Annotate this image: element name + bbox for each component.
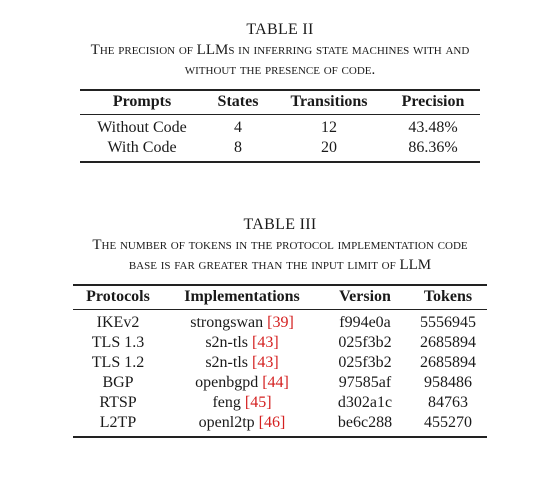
column-header-protocols: Protocols [73, 285, 163, 310]
cell-implementation: feng [45] [163, 393, 321, 413]
table-3-header-row: Protocols Implementations Version Tokens [73, 285, 487, 310]
column-header-transitions: Transitions [272, 90, 386, 115]
cell-protocol: IKEv2 [96, 314, 140, 331]
table-row: L2TP openl2tp [46] be6c288 455270 [73, 413, 487, 437]
table-2: Prompts States Transitions Precision Wit… [80, 89, 480, 163]
column-header-tokens: Tokens [409, 285, 487, 310]
table-3-caption-line-2: base is far greater than the input limit… [128, 257, 432, 273]
implementation-name: s2n-tls [205, 334, 248, 351]
cell-tokens: 84763 [428, 394, 468, 411]
table-3-block: TABLE III The number of tokens in the pr… [0, 215, 560, 438]
cell-states: 8 [234, 139, 242, 156]
cell-tokens: 2685894 [420, 334, 476, 351]
column-header-version: Version [321, 285, 409, 310]
table-row: With Code 8 20 86.36% [80, 138, 480, 162]
cell-implementation: s2n-tls [43] [163, 353, 321, 373]
cell-implementation: openbgpd [44] [163, 373, 321, 393]
cell-transitions: 20 [321, 139, 337, 156]
table-row: TLS 1.2 s2n-tls [43] 025f3b2 2685894 [73, 353, 487, 373]
table-3-caption: The number of tokens in the protocol imp… [0, 235, 560, 275]
cell-tokens: 455270 [424, 414, 472, 431]
citation-link[interactable]: [45] [244, 394, 272, 411]
table-row: BGP openbgpd [44] 97585af 958486 [73, 373, 487, 393]
cell-version: 97585af [338, 374, 392, 391]
citation-link[interactable]: [39] [267, 314, 294, 331]
cell-tokens: 5556945 [420, 314, 476, 331]
cell-prompt: With Code [107, 139, 177, 156]
citation-link[interactable]: [43] [252, 334, 279, 351]
table-row: IKEv2 strongswan [39] f994e0a 5556945 [73, 310, 487, 334]
implementation-name: openbgpd [195, 374, 259, 391]
table-2-caption: The precision of LLMs in inferring state… [0, 40, 560, 80]
column-header-precision: Precision [386, 90, 480, 115]
column-header-implementations: Implementations [163, 285, 321, 310]
cell-tokens: 958486 [424, 374, 472, 391]
cell-precision: 43.48% [408, 119, 458, 136]
column-header-states: States [204, 90, 272, 115]
table-2-label: TABLE II [246, 21, 314, 38]
cell-tokens: 2685894 [420, 354, 476, 371]
cell-version: d302a1c [337, 394, 393, 411]
table-2-block: TABLE II The precision of LLMs in inferr… [0, 20, 560, 163]
cell-protocol: TLS 1.2 [91, 354, 145, 371]
table-3-label: TABLE III [243, 216, 317, 233]
cell-protocol: L2TP [99, 414, 137, 431]
cell-precision: 86.36% [408, 139, 458, 156]
cell-implementation: openl2tp [46] [163, 413, 321, 437]
cell-states: 4 [234, 119, 242, 136]
table-row: RTSP feng [45] d302a1c 84763 [73, 393, 487, 413]
implementation-name: openl2tp [198, 414, 255, 431]
cell-implementation: strongswan [39] [163, 310, 321, 334]
table-row: TLS 1.3 s2n-tls [43] 025f3b2 2685894 [73, 333, 487, 353]
table-3: Protocols Implementations Version Tokens… [73, 284, 487, 438]
implementation-name: strongswan [190, 314, 264, 331]
cell-version: f994e0a [339, 314, 391, 331]
cell-protocol: TLS 1.3 [91, 334, 145, 351]
column-header-prompts: Prompts [80, 90, 204, 115]
cell-version: be6c288 [337, 414, 393, 431]
cell-implementation: s2n-tls [43] [163, 333, 321, 353]
cell-version: 025f3b2 [338, 354, 392, 371]
citation-link[interactable]: [44] [262, 374, 289, 391]
implementation-name: s2n-tls [205, 354, 248, 371]
cell-protocol: BGP [102, 374, 134, 391]
implementation-name: feng [212, 394, 241, 411]
table-2-header-row: Prompts States Transitions Precision [80, 90, 480, 115]
table-row: Without Code 4 12 43.48% [80, 115, 480, 139]
cell-transitions: 12 [321, 119, 337, 136]
citation-link[interactable]: [46] [258, 414, 286, 431]
table-2-caption-line-1: The precision of LLMs in inferring state… [90, 42, 470, 58]
table-2-caption-line-2: without the presence of code. [184, 62, 376, 78]
citation-link[interactable]: [43] [252, 354, 279, 371]
cell-prompt: Without Code [97, 119, 187, 136]
cell-version: 025f3b2 [338, 334, 392, 351]
cell-protocol: RTSP [99, 394, 137, 411]
table-3-caption-line-1: The number of tokens in the protocol imp… [92, 237, 468, 253]
